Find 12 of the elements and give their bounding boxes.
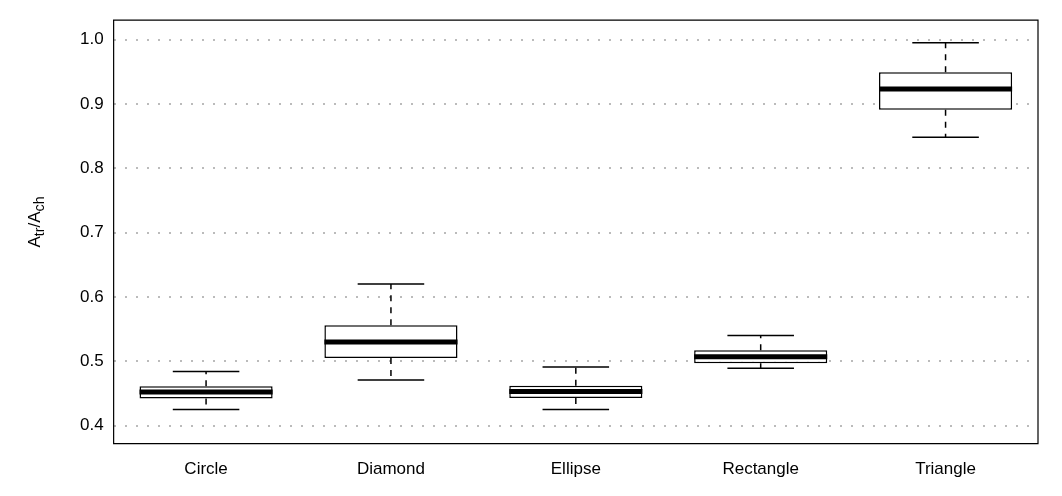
x-tick-label: Ellipse [550,459,601,479]
y-tick-label: 0.8 [79,157,104,177]
x-tick-label: Diamond [356,459,425,479]
y-tick-label: 0.9 [79,93,104,113]
y-tick-label: 0.6 [79,286,104,306]
y-tick-label: 0.7 [79,222,104,242]
x-tick-label: Rectangle [722,459,799,479]
x-tick-label: Circle [184,459,228,479]
y-tick-label: 0.5 [79,350,104,370]
y-tick-label: 0.4 [79,415,104,435]
x-tick-label: Triangle [915,459,976,479]
y-tick-label: 1.0 [79,29,104,49]
